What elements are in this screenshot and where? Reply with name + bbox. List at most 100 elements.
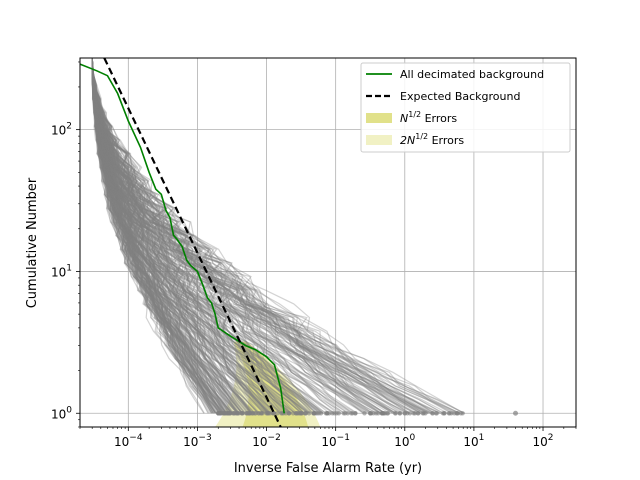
- background-curve-59: [91, 58, 222, 414]
- background-curve-108: [91, 58, 226, 414]
- background-curve-171: [91, 58, 223, 414]
- background-endpoint-209: [350, 411, 355, 416]
- background-curve-224: [91, 58, 305, 414]
- background-curve-74: [91, 58, 311, 414]
- background-curve-267: [91, 58, 346, 414]
- background-curve-233: [91, 58, 425, 414]
- series-line-1: [103, 58, 282, 427]
- background-curve-138: [91, 58, 268, 414]
- background-curve-173: [91, 58, 283, 414]
- background-curve-292: [91, 58, 249, 414]
- background-curve-135: [91, 58, 222, 414]
- background-curve-77: [91, 58, 402, 414]
- background-curve-236: [91, 58, 396, 414]
- background-curve-139: [91, 58, 411, 414]
- background-curve-160: [91, 58, 338, 414]
- background-curve-116: [91, 58, 240, 414]
- background-curve-93: [91, 58, 331, 414]
- background-curve-252: [91, 58, 305, 414]
- background-endpoint-288: [299, 411, 304, 416]
- background-curve-279: [91, 58, 240, 414]
- background-endpoint-277: [226, 411, 231, 416]
- background-curve-83: [91, 58, 238, 414]
- background-curve-125: [91, 58, 349, 414]
- background-curve-20: [91, 58, 435, 414]
- background-endpoint-104: [440, 411, 446, 416]
- background-curve-110: [91, 58, 442, 414]
- background-curve-214: [91, 58, 253, 414]
- background-curve-21: [91, 58, 239, 414]
- background-curve-61: [91, 58, 314, 414]
- background-curve-86: [91, 58, 465, 414]
- background-endpoint-149: [420, 411, 425, 416]
- error-band-1: [233, 341, 309, 427]
- legend-label-1: Expected Background: [400, 90, 520, 103]
- background-endpoint-238: [293, 411, 299, 416]
- background-curve-41: [91, 58, 422, 414]
- background-curve-204: [91, 58, 357, 414]
- background-endpoint-283: [311, 411, 316, 416]
- background-curve-179: [91, 58, 287, 414]
- background-curve-201: [91, 58, 410, 414]
- background-curve-262: [91, 58, 457, 414]
- background-endpoint-251: [231, 411, 236, 416]
- background-curve-198: [91, 58, 283, 414]
- background-curve-216: [91, 58, 267, 414]
- background-curve-29: [91, 58, 224, 414]
- background-curve-48: [91, 58, 441, 414]
- background-curve-241: [91, 58, 297, 414]
- background-curve-152: [91, 58, 260, 414]
- background-curve-107: [91, 58, 223, 414]
- background-curve-275: [91, 58, 302, 414]
- background-curve-53: [91, 58, 291, 414]
- background-curve-185: [91, 58, 318, 414]
- background-curve-169: [91, 58, 286, 414]
- background-curve-174: [91, 58, 324, 414]
- background-curve-16: [91, 58, 281, 414]
- background-curve-237: [91, 58, 253, 414]
- background-curve-226: [91, 58, 410, 414]
- background-curve-33: [91, 58, 421, 414]
- background-endpoint-218: [256, 411, 261, 416]
- background-curve-222: [91, 58, 217, 414]
- background-endpoint-203: [433, 411, 439, 416]
- background-curve-264: [91, 58, 266, 414]
- background-curve-46: [91, 58, 222, 414]
- background-curve-126: [91, 58, 465, 414]
- y-tick-label-2: 102: [51, 122, 72, 138]
- background-curve-190: [91, 58, 394, 414]
- background-curve-123: [91, 58, 270, 414]
- background-curve-243: [91, 58, 227, 414]
- background-curve-129: [91, 58, 239, 414]
- background-curve-78: [91, 58, 220, 414]
- background-curve-192: [91, 58, 322, 414]
- background-curve-104: [91, 58, 449, 414]
- background-curve-89: [91, 58, 269, 414]
- background-curve-13: [91, 58, 243, 414]
- background-curve-60: [91, 58, 253, 414]
- background-curve-96: [91, 58, 342, 414]
- background-curve-2: [91, 58, 268, 414]
- background-curve-193: [91, 58, 309, 414]
- background-endpoint-261: [383, 411, 388, 416]
- background-curve-290: [91, 58, 310, 414]
- background-curve-98: [91, 58, 205, 414]
- background-curve-4: [91, 58, 354, 414]
- background-curve-187: [91, 58, 381, 414]
- series-line-0: [80, 63, 285, 414]
- background-curve-25: [91, 58, 386, 414]
- background-curve-232: [91, 58, 453, 414]
- background-curve-34: [91, 58, 220, 414]
- background-curve-266: [91, 58, 238, 414]
- background-curve-76: [91, 58, 225, 414]
- background-curve-120: [91, 58, 217, 414]
- background-curve-44: [91, 58, 466, 414]
- background-endpoint-226: [407, 411, 413, 416]
- error-bands: [215, 341, 321, 427]
- background-curve-167: [91, 58, 277, 414]
- background-curve-58: [91, 58, 218, 414]
- background-curve-67: [91, 58, 395, 414]
- background-curve-80: [91, 58, 409, 414]
- background-curve-208: [91, 58, 381, 414]
- background-curve-250: [91, 58, 367, 414]
